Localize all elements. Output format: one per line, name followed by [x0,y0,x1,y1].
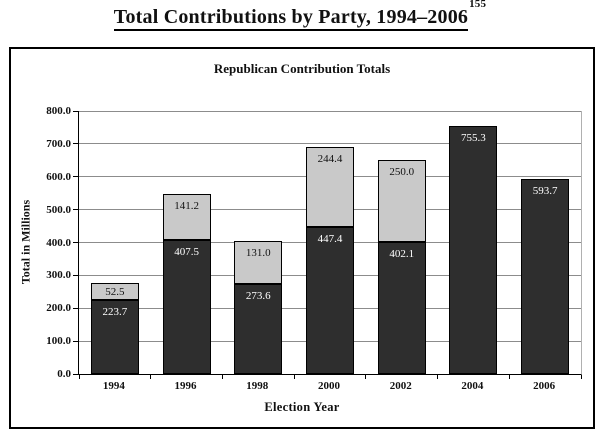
bar-value-label: 447.4 [317,232,343,245]
chart-title: Republican Contribution Totals [213,61,391,76]
bar-segment-2002-top-light-segment: 250.0 [377,159,426,242]
bar-value-label: 273.6 [245,290,271,303]
x-tick-label-2000: 2000 [317,380,340,392]
y-tick-label: 500.0 [46,203,71,216]
bar-value-label: 131.0 [245,247,271,259]
y-tick-label: 800.0 [46,105,71,117]
bar-segment-1994-top-light-segment: 52.5 [90,283,139,301]
x-tick-mark [150,375,152,379]
bar-segment-1994-bottom-dark-segment: 223.7 [90,300,139,374]
x-tick-label-2002: 2002 [389,380,412,392]
y-tick-label: 600.0 [46,170,71,183]
bar-value-label: 52.5 [105,285,125,298]
x-tick-mark [365,375,367,379]
bar-segment-1998-bottom-dark-segment: 273.6 [234,284,283,374]
page-title-footnote-ref: 155 [469,0,487,11]
gridline-700 [79,143,581,145]
bar-segment-2002-bottom-dark-segment: 402.1 [377,241,426,374]
bar-value-label: 250.0 [389,165,415,178]
bar-segment-1996-bottom-dark-segment: 407.5 [162,240,211,374]
x-tick-mark [78,375,80,379]
bar-value-label: 755.3 [461,131,486,144]
x-axis-title: Election Year [264,400,340,414]
x-tick-label-1998: 1998 [246,380,269,392]
y-tick-mark [73,242,78,243]
y-tick-mark [73,176,78,178]
bar-value-label: 244.4 [317,152,343,165]
page-title: Total Contributions by Party, 1994–20061… [0,0,600,31]
x-tick-mark [437,375,439,379]
x-tick-label-1994: 1994 [102,380,125,392]
x-tick-label-2006: 2006 [533,380,556,392]
y-tick-mark [73,110,78,112]
y-tick-label: 400.0 [46,236,71,249]
bar-segment-1996-top-light-segment: 141.2 [162,193,211,241]
y-tick-mark [73,307,78,309]
y-tick-label: 100.0 [46,335,71,348]
page-title-text: Total Contributions by Party, 1994–2006 [113,6,469,31]
y-axis-tick-labels: 0.0 100.0 200.0 300.0 400.0 500.0 600.0 700.0 80… [11,105,73,380]
plot-area: 223.7 52.5 407.5 141.2 273.6 131.0 447.4 244.4 4… [73,110,582,379]
chart-frame: Republican Contribution Totals Total in … [9,47,595,429]
bar-segment-2000-top-light-segment: 244.4 [306,146,354,227]
x-tick-mark [508,375,510,379]
x-axis-tick-labels: 1994 1996 1998 2000 2002 2004 2006 [78,380,580,395]
y-tick-label: 200.0 [46,302,71,315]
y-tick-label: 0.0 [57,368,71,380]
y-tick-mark [73,340,78,342]
y-tick-label: 700.0 [46,137,71,150]
x-tick-mark [221,375,223,379]
bar-segment-2004-bottom-dark-segment: 755.3 [449,125,498,374]
bar-value-label: 141.2 [174,199,199,212]
bar-segment-2006-bottom-dark-segment: 593.7 [521,178,570,374]
x-tick-label-2004: 2004 [461,380,484,392]
y-tick-mark [73,143,78,145]
y-tick-mark [73,373,78,375]
x-tick-label-1996: 1996 [174,380,197,392]
bar-value-label: 223.7 [102,306,128,319]
x-tick-mark [293,375,295,379]
y-tick-mark [73,209,78,211]
bar-value-label: 402.1 [389,247,415,260]
y-tick-mark [73,274,78,276]
bar-segment-2000-bottom-dark-segment: 447.4 [306,226,354,374]
y-tick-label: 300.0 [46,269,71,282]
x-tick-mark [580,375,582,379]
gridline-800 [79,110,581,112]
bar-value-label: 593.7 [532,184,558,197]
bar-value-label: 407.5 [174,246,199,259]
bar-segment-1998-top-light-segment: 131.0 [234,241,283,285]
